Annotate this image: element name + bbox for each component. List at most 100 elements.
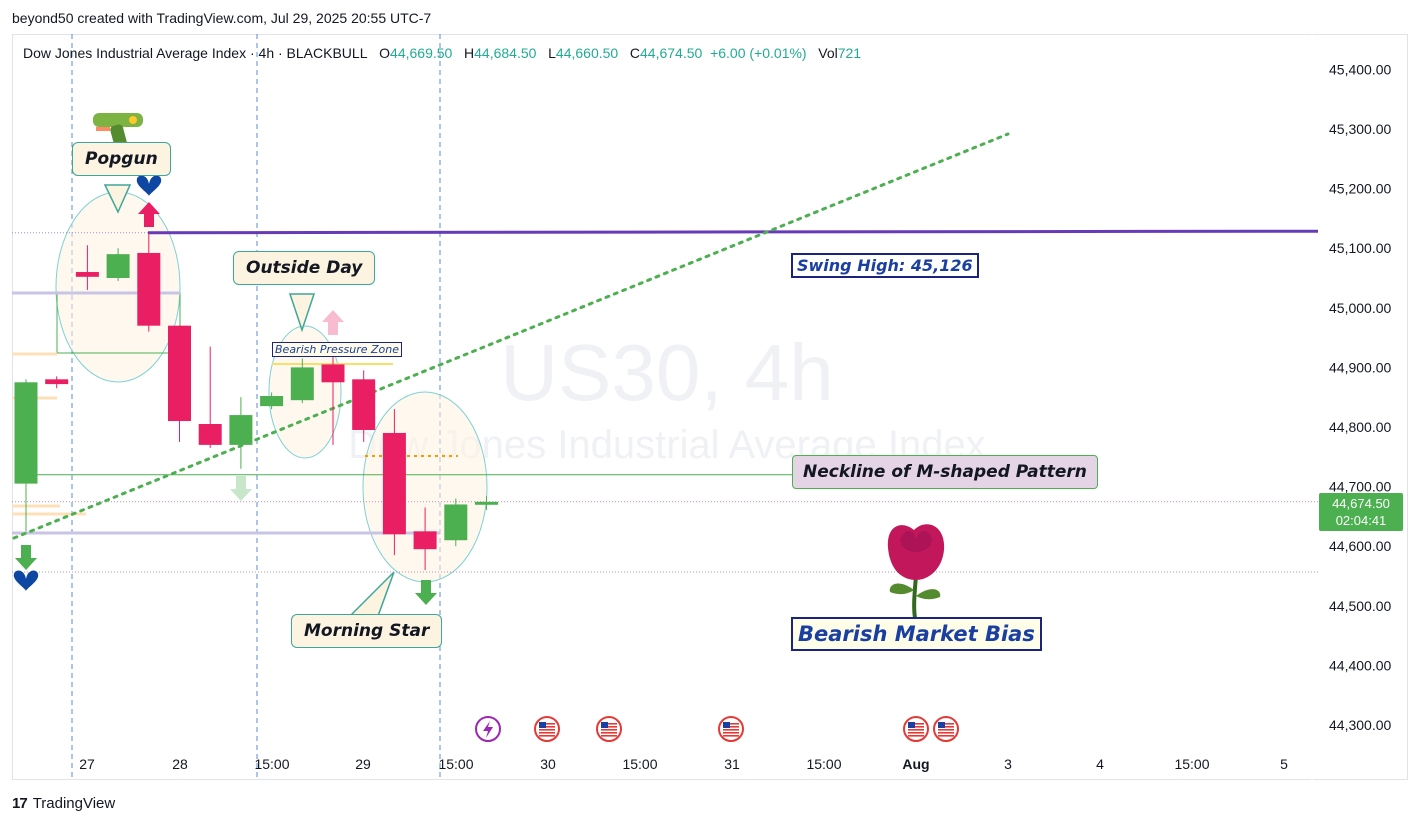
y-tick-label: 44,400.00 (1329, 657, 1391, 673)
chart-frame (12, 34, 1408, 780)
us-flag-event-icon (596, 716, 622, 742)
tradingview-logo-icon[interactable]: 17 (12, 795, 28, 812)
candle-body (168, 325, 191, 422)
candle (137, 233, 161, 332)
candle-body (260, 396, 284, 407)
swing-high-line (147, 229, 1319, 235)
y-tick-label: 45,400.00 (1329, 61, 1391, 77)
outside-day-callout[interactable]: Outside Day (233, 251, 376, 285)
x-tick-label: 5 (1280, 756, 1288, 772)
legend-high-label: H (464, 45, 475, 61)
y-tick-label: 44,800.00 (1329, 419, 1391, 435)
bar-countdown: 02:04:41 (1335, 513, 1387, 528)
candle-body (137, 252, 161, 326)
legend-close-label: C (629, 45, 640, 61)
candle-body (352, 379, 376, 430)
popgun-callout[interactable]: Popgun (72, 142, 171, 176)
candle (352, 370, 376, 442)
x-tick-label: 15:00 (438, 756, 473, 772)
candle-body (198, 424, 222, 445)
y-tick-label: 44,700.00 (1329, 479, 1391, 495)
candle (106, 248, 130, 281)
x-tick-label: 15:00 (1174, 756, 1209, 772)
y-tick-label: 44,600.00 (1329, 538, 1391, 554)
legend-low-label: L (548, 45, 556, 61)
arrow-up-icon (138, 202, 160, 227)
legend-volume: 721 (837, 45, 862, 61)
y-tick-label: 45,000.00 (1329, 300, 1391, 316)
water-gun-icon (93, 113, 143, 148)
x-tick-label: 29 (355, 756, 371, 772)
y-tick-label: 44,500.00 (1329, 598, 1391, 614)
legend-low: 44,660.50 (555, 45, 619, 61)
candle (45, 376, 69, 389)
arrow-down-icon (230, 476, 252, 501)
ohlc-legend: Dow Jones Industrial Average Index · 4h … (23, 45, 861, 61)
candle-body (475, 501, 498, 505)
candle-body (106, 254, 130, 278)
us-flag-event-icon (933, 716, 959, 742)
popgun-pointer (103, 184, 132, 214)
outside-day-pointer (288, 293, 316, 333)
lightning-event-icon (475, 716, 501, 742)
us-flag-event-icon (534, 716, 560, 742)
chart-credit: beyond50 created with TradingView.com, J… (12, 10, 432, 26)
trend-line (12, 132, 1010, 540)
y-tick-label: 44,300.00 (1329, 717, 1391, 733)
legend-open-label: O (379, 45, 391, 61)
candle (14, 379, 38, 532)
candle (382, 409, 406, 556)
legend-open: 44,669.50 (390, 45, 453, 61)
arrow-up-icon (322, 310, 344, 335)
x-tick-label: 28 (172, 756, 188, 772)
x-tick-label: 15:00 (254, 756, 289, 772)
legend-volume-label: Vol (818, 45, 838, 61)
swing-high-label[interactable]: Swing High: 45,126 (791, 253, 979, 278)
candle (413, 507, 437, 571)
neckline-label[interactable]: Neckline of M-shaped Pattern (792, 455, 1098, 489)
us-flag-event-icon (903, 716, 929, 742)
candle (260, 392, 284, 410)
legend-symbol[interactable]: Dow Jones Industrial Average Index · 4h … (23, 45, 368, 61)
y-tick-label: 45,200.00 (1329, 181, 1391, 197)
candle-body (229, 415, 253, 445)
candle-body (321, 364, 345, 383)
candle-body (45, 379, 69, 385)
candle-body (290, 367, 314, 401)
us-flag-event-icon (718, 716, 744, 742)
heart-icon (136, 175, 162, 196)
candle (321, 355, 345, 445)
footer-brand[interactable]: TradingView (32, 795, 116, 812)
arrow-down-icon (15, 545, 37, 570)
bearish-pressure-zone-label[interactable]: Bearish Pressure Zone (272, 342, 402, 357)
last-price-tag: 44,674.50 02:04:41 (1319, 493, 1403, 531)
candle (444, 498, 468, 547)
candle-body (75, 272, 99, 277)
y-tick-label: 45,300.00 (1329, 121, 1391, 137)
footer: 17 TradingView (12, 795, 115, 812)
x-tick-label: 31 (724, 756, 740, 772)
candle (229, 397, 253, 469)
bearish-bias-label[interactable]: Bearish Market Bias (791, 617, 1042, 651)
candle-body (444, 504, 468, 541)
x-tick-label: 4 (1096, 756, 1104, 772)
rose-icon (887, 524, 945, 619)
x-tick-label: 30 (540, 756, 556, 772)
candle (75, 245, 99, 290)
legend-change: +6.00 (+0.01%) (710, 45, 807, 61)
morning-star-callout[interactable]: Morning Star (291, 614, 443, 648)
watermark-title: US30, 4h (500, 328, 834, 417)
x-tick-label: 3 (1004, 756, 1012, 772)
y-tick-label: 45,100.00 (1329, 240, 1391, 256)
x-tick-label: Aug (902, 756, 929, 772)
candle (290, 358, 314, 404)
candle-body (382, 432, 406, 535)
last-price-value: 44,674.50 (1332, 496, 1390, 511)
x-tick-label: 15:00 (806, 756, 841, 772)
y-tick-label: 44,900.00 (1329, 359, 1391, 375)
morning-star-pointer (348, 571, 395, 617)
candle-body (413, 531, 437, 550)
arrow-down-icon (415, 580, 437, 605)
x-tick-label: 15:00 (622, 756, 657, 772)
